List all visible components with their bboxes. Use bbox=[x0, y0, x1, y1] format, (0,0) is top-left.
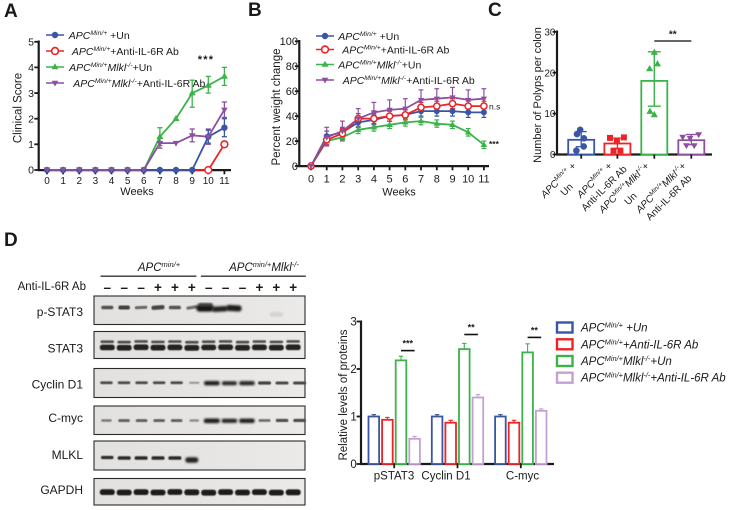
svg-text:GAPDH: GAPDH bbox=[40, 483, 83, 497]
svg-text:5: 5 bbox=[387, 174, 393, 186]
svg-text:STAT3: STAT3 bbox=[47, 342, 83, 356]
svg-text:2: 2 bbox=[350, 364, 356, 376]
svg-text:1: 1 bbox=[324, 174, 330, 186]
svg-text:+: + bbox=[289, 280, 297, 295]
svg-text:**: ** bbox=[531, 325, 539, 335]
svg-text:10: 10 bbox=[203, 176, 215, 187]
svg-text:Cyclin D1: Cyclin D1 bbox=[421, 471, 470, 483]
svg-text:0: 0 bbox=[550, 150, 556, 161]
svg-text:3: 3 bbox=[93, 176, 99, 187]
svg-text:–: – bbox=[222, 280, 230, 295]
svg-text:5: 5 bbox=[28, 37, 34, 49]
svg-text:–: – bbox=[137, 280, 145, 295]
svg-text:–: – bbox=[205, 280, 213, 295]
svg-text:Number of Polyps per colon: Number of Polyps per colon bbox=[532, 27, 544, 163]
svg-text:***: *** bbox=[403, 339, 414, 349]
svg-text:APCMin/+Mlkl-/-+Un: APCMin/+Mlkl-/-+Un bbox=[337, 59, 421, 71]
svg-text:APCMin/+Mlkl-/-+Anti-IL-6R Ab: APCMin/+Mlkl-/-+Anti-IL-6R Ab bbox=[72, 78, 205, 90]
svg-text:Weeks: Weeks bbox=[120, 186, 154, 198]
svg-text:C-myc: C-myc bbox=[48, 411, 83, 425]
svg-text:APCMin/+Mlkl-/-+Anti-IL-6R Ab: APCMin/+Mlkl-/-+Anti-IL-6R Ab bbox=[342, 75, 475, 87]
svg-text:APCMin/+Mlkl-/-+Un: APCMin/+Mlkl-/-+Un bbox=[68, 62, 152, 74]
svg-text:0: 0 bbox=[292, 161, 298, 173]
svg-text:Relative levels of proteins: Relative levels of proteins bbox=[338, 329, 350, 460]
svg-text:+: + bbox=[188, 280, 196, 295]
svg-text:***: *** bbox=[489, 139, 500, 149]
svg-text:APCMin/+ +Un: APCMin/+ +Un bbox=[68, 30, 130, 42]
svg-text:3: 3 bbox=[355, 174, 361, 186]
svg-text:5: 5 bbox=[125, 176, 131, 187]
svg-text:80: 80 bbox=[286, 61, 298, 73]
svg-text:APCMin/+Mlkl-/-+Un: APCMin/+Mlkl-/-+Un bbox=[580, 354, 672, 368]
svg-text:4: 4 bbox=[28, 62, 34, 74]
svg-text:APCmin/+Mlkl-/-: APCmin/+Mlkl-/- bbox=[228, 260, 299, 274]
svg-text:Anti-IL-6R Ab: Anti-IL-6R Ab bbox=[18, 281, 86, 293]
svg-text:9: 9 bbox=[449, 174, 455, 186]
svg-text:1: 1 bbox=[350, 411, 356, 423]
svg-text:20: 20 bbox=[286, 136, 298, 148]
svg-text:6: 6 bbox=[402, 174, 408, 186]
svg-text:1: 1 bbox=[60, 176, 66, 187]
svg-text:Weeks: Weeks bbox=[382, 187, 416, 199]
svg-text:APCMin/++Anti-IL-6R Ab: APCMin/++Anti-IL-6R Ab bbox=[580, 337, 699, 351]
svg-text:8: 8 bbox=[173, 176, 179, 187]
svg-text:APCMin/+ +Un: APCMin/+ +Un bbox=[580, 321, 648, 335]
svg-text:C-myc: C-myc bbox=[506, 471, 539, 483]
svg-text:n.s: n.s bbox=[489, 102, 500, 112]
svg-text:2: 2 bbox=[77, 176, 83, 187]
svg-text:0: 0 bbox=[350, 459, 356, 471]
svg-text:60: 60 bbox=[286, 86, 298, 98]
svg-text:4: 4 bbox=[371, 174, 377, 186]
svg-text:+: + bbox=[272, 280, 280, 295]
svg-text:4: 4 bbox=[109, 176, 115, 187]
svg-text:APCMin/+Mlkl-/-+Anti-IL-6R Ab: APCMin/+Mlkl-/-+Anti-IL-6R Ab bbox=[580, 371, 726, 385]
svg-text:–: – bbox=[239, 280, 247, 295]
svg-text:3: 3 bbox=[28, 88, 34, 100]
svg-text:100: 100 bbox=[280, 36, 298, 48]
svg-text:10: 10 bbox=[544, 109, 556, 120]
svg-text:pSTAT3: pSTAT3 bbox=[374, 471, 414, 483]
svg-text:40: 40 bbox=[286, 111, 298, 123]
svg-text:D: D bbox=[4, 230, 18, 251]
svg-text:C: C bbox=[488, 0, 502, 21]
svg-text:**: ** bbox=[468, 323, 476, 333]
svg-text:2: 2 bbox=[28, 113, 34, 125]
svg-text:Clinical Score: Clinical Score bbox=[13, 73, 25, 143]
svg-text:20: 20 bbox=[544, 68, 556, 79]
svg-text:***: *** bbox=[198, 54, 214, 66]
svg-text:**: ** bbox=[669, 30, 677, 41]
svg-text:Percent weight change: Percent weight change bbox=[271, 49, 283, 166]
svg-text:–: – bbox=[120, 280, 128, 295]
svg-text:0: 0 bbox=[44, 176, 50, 187]
svg-text:–: – bbox=[104, 280, 112, 295]
svg-text:7: 7 bbox=[157, 176, 163, 187]
svg-text:APCMin/++Anti-IL-6R Ab: APCMin/++Anti-IL-6R Ab bbox=[341, 44, 449, 56]
svg-text:11: 11 bbox=[219, 176, 230, 187]
svg-text:2: 2 bbox=[339, 174, 345, 186]
svg-text:6: 6 bbox=[141, 176, 147, 187]
svg-text:3: 3 bbox=[350, 316, 356, 328]
svg-text:11: 11 bbox=[478, 174, 489, 186]
svg-text:1: 1 bbox=[28, 139, 34, 151]
svg-text:Cyclin D1: Cyclin D1 bbox=[32, 378, 84, 392]
svg-text:0: 0 bbox=[28, 165, 34, 177]
svg-text:30: 30 bbox=[544, 27, 556, 38]
svg-text:9: 9 bbox=[189, 176, 195, 187]
svg-text:10: 10 bbox=[462, 174, 474, 186]
svg-text:+: + bbox=[171, 280, 179, 295]
svg-text:+: + bbox=[255, 280, 263, 295]
svg-text:0: 0 bbox=[308, 174, 314, 186]
svg-text:APCMin/+ +Un: APCMin/+ +Un bbox=[337, 31, 399, 43]
svg-text:A: A bbox=[4, 1, 18, 22]
svg-text:MLKL: MLKL bbox=[52, 448, 84, 462]
svg-text:8: 8 bbox=[434, 174, 440, 186]
svg-text:APCMin/++Anti-IL-6R Ab: APCMin/++Anti-IL-6R Ab bbox=[71, 46, 179, 58]
svg-text:p-STAT3: p-STAT3 bbox=[37, 305, 84, 319]
svg-text:B: B bbox=[248, 0, 262, 21]
svg-text:7: 7 bbox=[418, 174, 424, 186]
svg-text:+: + bbox=[154, 280, 162, 295]
